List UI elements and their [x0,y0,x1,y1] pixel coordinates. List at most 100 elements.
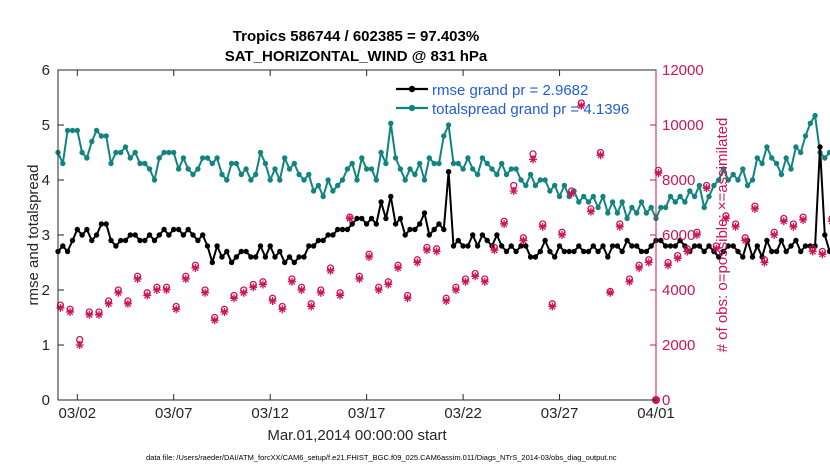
rmse-point [243,248,249,255]
totalspread-point [465,155,471,161]
rmse-point [581,248,587,255]
totalspread-point [532,182,539,189]
rmse-point [142,237,148,244]
totalspread-point [523,182,529,189]
obs-assimilated-point [818,250,827,259]
rmse-point [474,243,481,249]
rmse-point [527,254,534,260]
totalspread-point [474,171,481,178]
rmse-point [571,248,577,255]
totalspread-point [793,144,799,150]
obs-assimilated-point [345,214,354,223]
x-tick-label: 04/01 [637,405,675,422]
rmse-point [118,237,124,244]
obs-assimilated-point [297,286,306,294]
rmse-point [335,226,341,233]
totalspread-point [233,160,240,167]
obs-assimilated-point [451,286,460,294]
rmse-point [595,248,601,255]
totalspread-point [740,166,746,172]
totalspread-point [605,210,611,216]
obs-assimilated-point [413,258,422,267]
rmse-point [749,254,756,260]
totalspread-point [224,177,230,183]
rmse-point [759,254,765,260]
obs-assimilated-point [259,280,267,289]
rmse-point [315,237,322,244]
obs-assimilated-point [422,246,431,255]
totalspread-point [585,199,592,205]
x-tick-label: 03/02 [59,405,97,422]
totalspread-point [431,160,437,167]
obs-assimilated-point [442,297,451,305]
rmse-point [339,226,346,233]
totalspread-point [812,112,818,119]
rmse-point [74,226,81,233]
obs-assimilated-point [519,236,528,245]
totalspread-point [412,171,418,178]
x-tick-label: 03/27 [541,405,579,422]
totalspread-point [359,155,365,161]
obs-assimilated-point [461,277,470,286]
totalspread-point [614,210,621,216]
totalspread-point [581,193,587,200]
y-left-tick-label: 1 [42,337,50,354]
totalspread-point [93,127,100,134]
rmse-point [638,248,645,255]
rmse-point [494,232,500,238]
rmse-point [556,243,563,249]
rmse-point [204,243,211,249]
totalspread-point [151,177,158,183]
obs-assimilated-point [799,215,808,224]
totalspread-point [166,149,172,156]
totalspread-point [253,171,259,178]
x-tick-label: 03/07 [155,405,193,422]
rmse-point [407,226,413,233]
totalspread-point [826,149,830,156]
obs-assimilated-point [808,247,817,256]
totalspread-point [344,166,351,172]
totalspread-point [200,155,206,161]
obs-assimilated-point [278,305,287,314]
totalspread-point [609,199,616,205]
rmse-point [561,248,568,255]
rmse-point [98,221,105,227]
rmse-point [296,254,302,260]
obs-assimilated-point [596,151,605,160]
totalspread-point [672,199,678,205]
rmse-point [200,232,206,238]
totalspread-point [696,182,703,189]
rmse-point [634,243,640,249]
y-right-tick-label: 0 [662,392,670,409]
totalspread-point [624,215,630,222]
totalspread-point [204,155,211,161]
totalspread-point [161,149,167,156]
totalspread-point [460,166,466,172]
obs-assimilated-point [548,302,557,311]
totalspread-point [648,204,654,211]
rmse-point [325,232,331,238]
legend: rmse grand pr = 2.9682 totalspread grand… [396,82,629,118]
totalspread-point [716,177,722,183]
totalspread-point [807,120,813,127]
footer-datafile: data file: /Users/raeder/DAI/ATM_forcXX/… [146,453,617,462]
x-tick-label: 03/12 [251,405,289,422]
totalspread-point [778,171,785,178]
obs-assimilated-point [374,286,383,294]
rmse-point [677,237,683,244]
totalspread-point [643,210,650,216]
y-right-tick-labels: 0 2000 4000 6000 8000 10000 12000 [662,62,704,409]
totalspread-point [84,155,90,161]
rmse-point [175,226,182,233]
obs-assimilated-point [162,286,171,294]
obs-assimilated-point [114,288,123,297]
totalspread-point [503,171,510,178]
rmse-point [426,232,432,238]
totalspread-point [339,177,346,183]
obs-assimilated-point [384,280,393,289]
rmse-point [445,169,452,175]
obs-assimilated-point [702,184,711,193]
rmse-point [137,237,143,244]
totalspread-point [262,160,269,167]
